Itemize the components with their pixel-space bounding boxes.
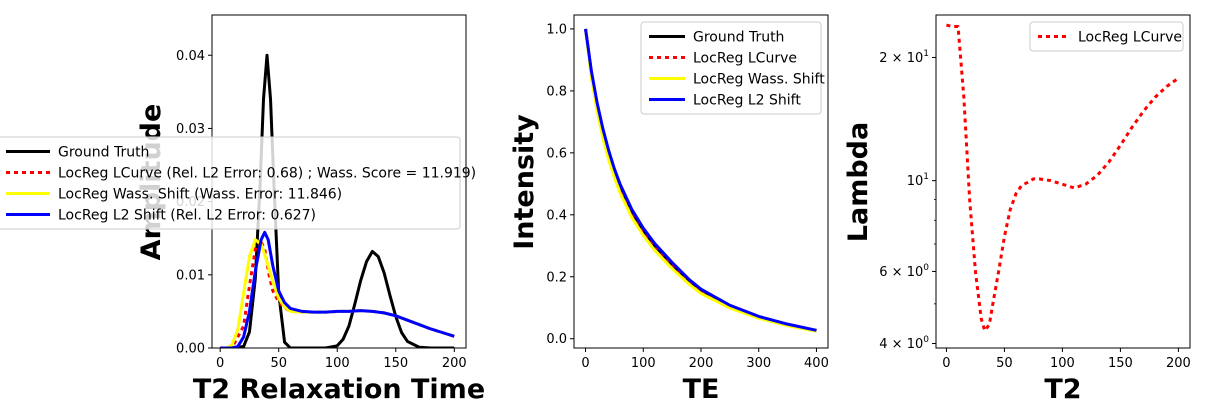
lambda-xtick-label: 50 (996, 356, 1013, 371)
lambda-legend: LocReg LCurve (1029, 21, 1184, 52)
lambda-series-locreg-lcurve-line (946, 23, 1180, 333)
lambda-ticks: 0 50 100 150 200 4 × 100 6 × 100 101 2 × 101 (879, 49, 1191, 371)
intensity-series (584, 28, 817, 333)
lambda-legend-frame (1029, 21, 1184, 52)
amplitude-legend-label: LocReg LCurve (Rel. L2 Error: 0.68) ; Wa… (58, 166, 476, 182)
amplitude-legend-label: LocReg L2 Shift (Rel. L2 Error: 0.627) (58, 208, 316, 224)
intensity-xtick-label: 200 (689, 356, 714, 371)
lambda-xlabel: T2 (1044, 374, 1081, 405)
amplitude-ytick-label: 0.00 (176, 342, 205, 357)
lambda-xtick-label: 0 (942, 356, 950, 371)
intensity-ytick-label: 0.2 (546, 270, 567, 285)
amplitude-ytick-label: 0.01 (176, 268, 205, 283)
amplitude-xtick-label: 150 (383, 356, 408, 371)
intensity-ytick-label: 0.0 (546, 332, 567, 347)
intensity-legend: Ground Truth LocReg LCurve LocReg Wass. Sh… (640, 21, 825, 115)
intensity-legend-label: LocReg Wass. Shift (693, 72, 825, 88)
amplitude-legend-label: LocReg Wass. Shift (Wass. Error: 11.846) (58, 187, 342, 203)
intensity-xtick-label: 300 (746, 356, 771, 371)
lambda-xtick-label: 150 (1108, 356, 1133, 371)
amplitude-ytick-label: 0.04 (176, 49, 205, 64)
lambda-ytick-label: 101 (907, 172, 929, 189)
intensity-legend-frame (640, 21, 822, 115)
amplitude-legend-label: Ground Truth (58, 145, 149, 161)
intensity-xtick-label: 100 (631, 356, 656, 371)
intensity-xlabel: TE (683, 374, 720, 405)
intensity-axes-frame (573, 14, 829, 349)
intensity-ticks: 0 100 200 300 400 0.0 0.2 0.4 0.6 0.8 1.0 (546, 22, 829, 371)
lambda-xtick-label: 200 (1166, 356, 1191, 371)
amplitude-ytick-label: 0.03 (176, 122, 205, 137)
lambda-ylabel: Lambda (843, 122, 874, 242)
amplitude-xtick-label: 100 (325, 356, 350, 371)
intensity-ylabel: Intensity (509, 114, 540, 250)
amplitude-legend-frame (0, 136, 461, 230)
amplitude-xtick-label: 50 (270, 356, 287, 371)
amplitude-xtick-label: 200 (442, 356, 467, 371)
intensity-ytick-label: 0.8 (546, 84, 567, 99)
intensity-ytick-label: 1.0 (546, 22, 567, 37)
intensity-xtick-label: 400 (804, 356, 829, 371)
intensity-series-locreg-wass-shift-line (584, 28, 817, 333)
amplitude-xlabel: T2 Relaxation Time (193, 374, 485, 405)
amplitude-series-locreg-lcurve-rel-l2-err-line (220, 238, 455, 348)
intensity-ytick-label: 0.4 (546, 208, 567, 223)
lambda-xtick-label: 100 (1050, 356, 1075, 371)
amplitude-series-locreg-l2-shift-rel-l2-e-line (220, 230, 455, 348)
amplitude-xtick-label: 0 (216, 356, 224, 371)
intensity-ytick-label: 0.6 (546, 146, 567, 161)
lambda-ytick-label: 2 × 101 (879, 49, 929, 66)
lambda-axes-frame (935, 14, 1191, 349)
intensity-xtick-label: 0 (581, 356, 589, 371)
intensity-legend-label: LocReg LCurve (693, 51, 797, 67)
lambda-ytick-label: 6 × 100 (879, 263, 929, 280)
panel-intensity: 0 100 200 300 400 0.0 0.2 0.4 0.6 0.8 1.0 TE Inten… (509, 14, 829, 405)
amplitude-legend: Ground Truth LocReg LCurve (Rel. L2 Error… (0, 136, 476, 230)
intensity-legend-label: Ground Truth (693, 30, 784, 46)
intensity-legend-label: LocReg L2 Shift (693, 93, 801, 109)
lambda-legend-label: LocReg LCurve (1078, 30, 1182, 46)
lambda-series (946, 23, 1180, 333)
intensity-series-locreg-l2-shift-line (584, 28, 817, 332)
lambda-ytick-label: 4 × 100 (879, 335, 929, 352)
